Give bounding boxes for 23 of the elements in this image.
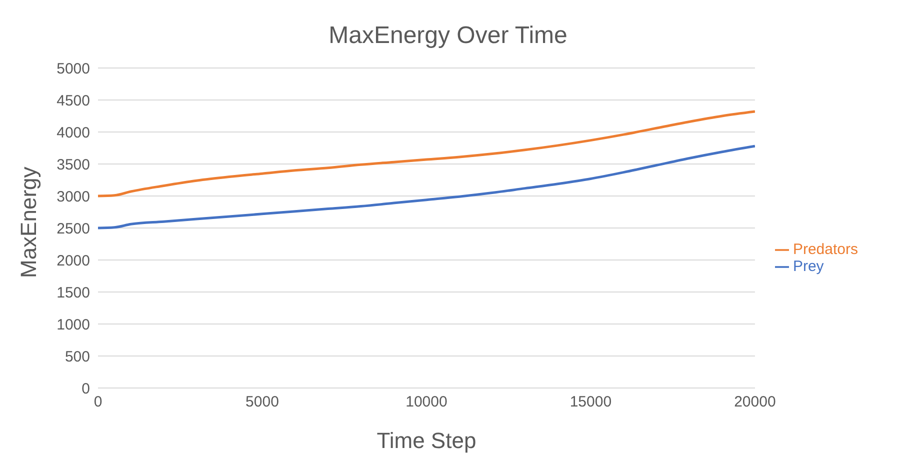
y-tick-label: 1500 (56, 284, 90, 302)
y-tick-label: 2500 (56, 220, 90, 238)
y-tick-label: 4000 (56, 124, 90, 142)
y-tick-label: 0 (82, 380, 90, 398)
x-axis-title: Time Step (376, 428, 476, 453)
x-tick-label: 15000 (570, 394, 612, 411)
legend-label: Predators (792, 241, 858, 258)
x-tick-label: 0 (94, 394, 102, 411)
line-series (98, 144, 755, 230)
line-series (98, 110, 755, 198)
legend-label: Prey (792, 258, 824, 275)
y-tick-label: 4500 (56, 92, 90, 110)
y-tick-label: 5000 (56, 60, 90, 78)
x-tick-label: 10000 (406, 394, 448, 411)
y-tick-label: 3500 (56, 156, 90, 174)
y-axis-title: MaxEnergy (16, 166, 41, 278)
x-tick-label: 20000 (734, 394, 776, 411)
y-tick-label: 3000 (56, 188, 90, 206)
y-tick-label: 2000 (56, 252, 90, 270)
chart-title: MaxEnergy Over Time (328, 21, 568, 51)
y-tick-label: 1000 (56, 316, 90, 334)
x-tick-label: 5000 (246, 394, 279, 411)
y-tick-label: 500 (64, 348, 90, 366)
